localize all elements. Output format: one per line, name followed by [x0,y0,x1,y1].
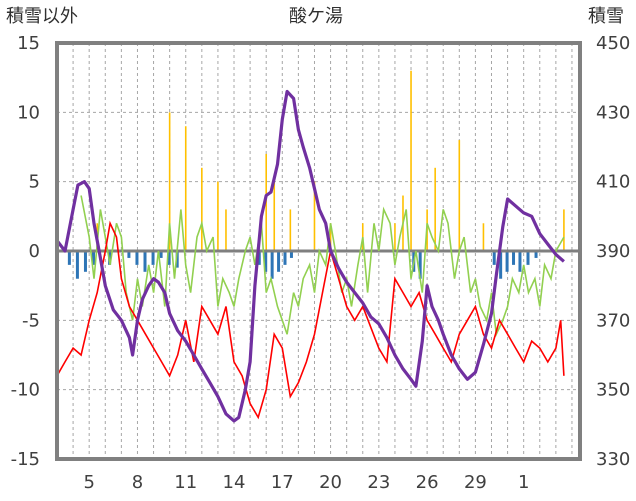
x-tick-label: 11 [174,472,197,493]
negative-bar [283,251,287,265]
left-tick-label: -15 [11,449,40,470]
x-tick-label: 23 [367,472,390,493]
negative-bar [518,251,522,272]
x-tick-label: 20 [319,472,342,493]
negative-bar [127,251,131,258]
x-axis-ticks: 5 8 11 14 17 20 23 26 29 1 [83,472,529,493]
negative-bar [277,251,281,272]
left-tick-label: 10 [17,102,40,123]
negative-bar [67,251,71,265]
x-tick-label: 29 [464,472,487,493]
wind-series-line [80,195,565,338]
x-tick-label: 26 [416,472,439,493]
negative-bar [270,251,274,279]
right-tick-label: 450 [596,33,630,54]
negative-bar [75,251,79,279]
left-tick-label: 5 [29,172,40,193]
negative-bar [167,251,171,265]
negative-bar [512,251,516,265]
negative-bar [175,251,179,268]
negative-bar [257,251,261,265]
plot-frame [55,41,582,461]
negative-bar [159,251,163,258]
x-tick-label: 1 [518,472,529,493]
negative-bar [83,251,87,272]
negative-bar [492,251,496,265]
right-tick-label: 390 [596,241,630,262]
right-tick-label: 430 [596,102,630,123]
negative-bar [143,251,147,272]
left-tick-label: -5 [22,310,40,331]
right-axis-label: 積雪 [588,6,624,27]
left-tick-label: -10 [11,380,40,401]
negative-bar [505,251,509,272]
negative-bar [534,251,538,258]
negative-bar [499,251,503,279]
negative-bar [289,251,293,258]
left-tick-label: 15 [17,33,40,54]
right-tick-label: 350 [596,380,630,401]
x-tick-label: 17 [271,472,294,493]
chart-title: 酸ケ湯 [289,6,343,27]
left-axis-label: 積雪以外 [6,6,78,27]
left-tick-label: 0 [29,241,40,262]
negative-bar [135,251,139,265]
negative-bar [151,251,155,265]
negative-bar [92,251,96,265]
negative-bar [264,251,268,272]
left-axis-ticks: 15 10 5 0 -5 -10 -15 [11,33,40,470]
x-tick-label: 8 [132,472,143,493]
negative-bar [526,251,530,265]
x-tick-label: 14 [223,472,246,493]
right-tick-label: 370 [596,310,630,331]
right-tick-label: 330 [596,449,630,470]
negative-bar [418,251,422,279]
x-tick-label: 5 [83,472,94,493]
snow-depth-series-line [55,89,565,423]
right-axis-ticks: 450 430 410 390 370 350 330 [596,33,630,470]
right-tick-label: 410 [596,172,630,193]
